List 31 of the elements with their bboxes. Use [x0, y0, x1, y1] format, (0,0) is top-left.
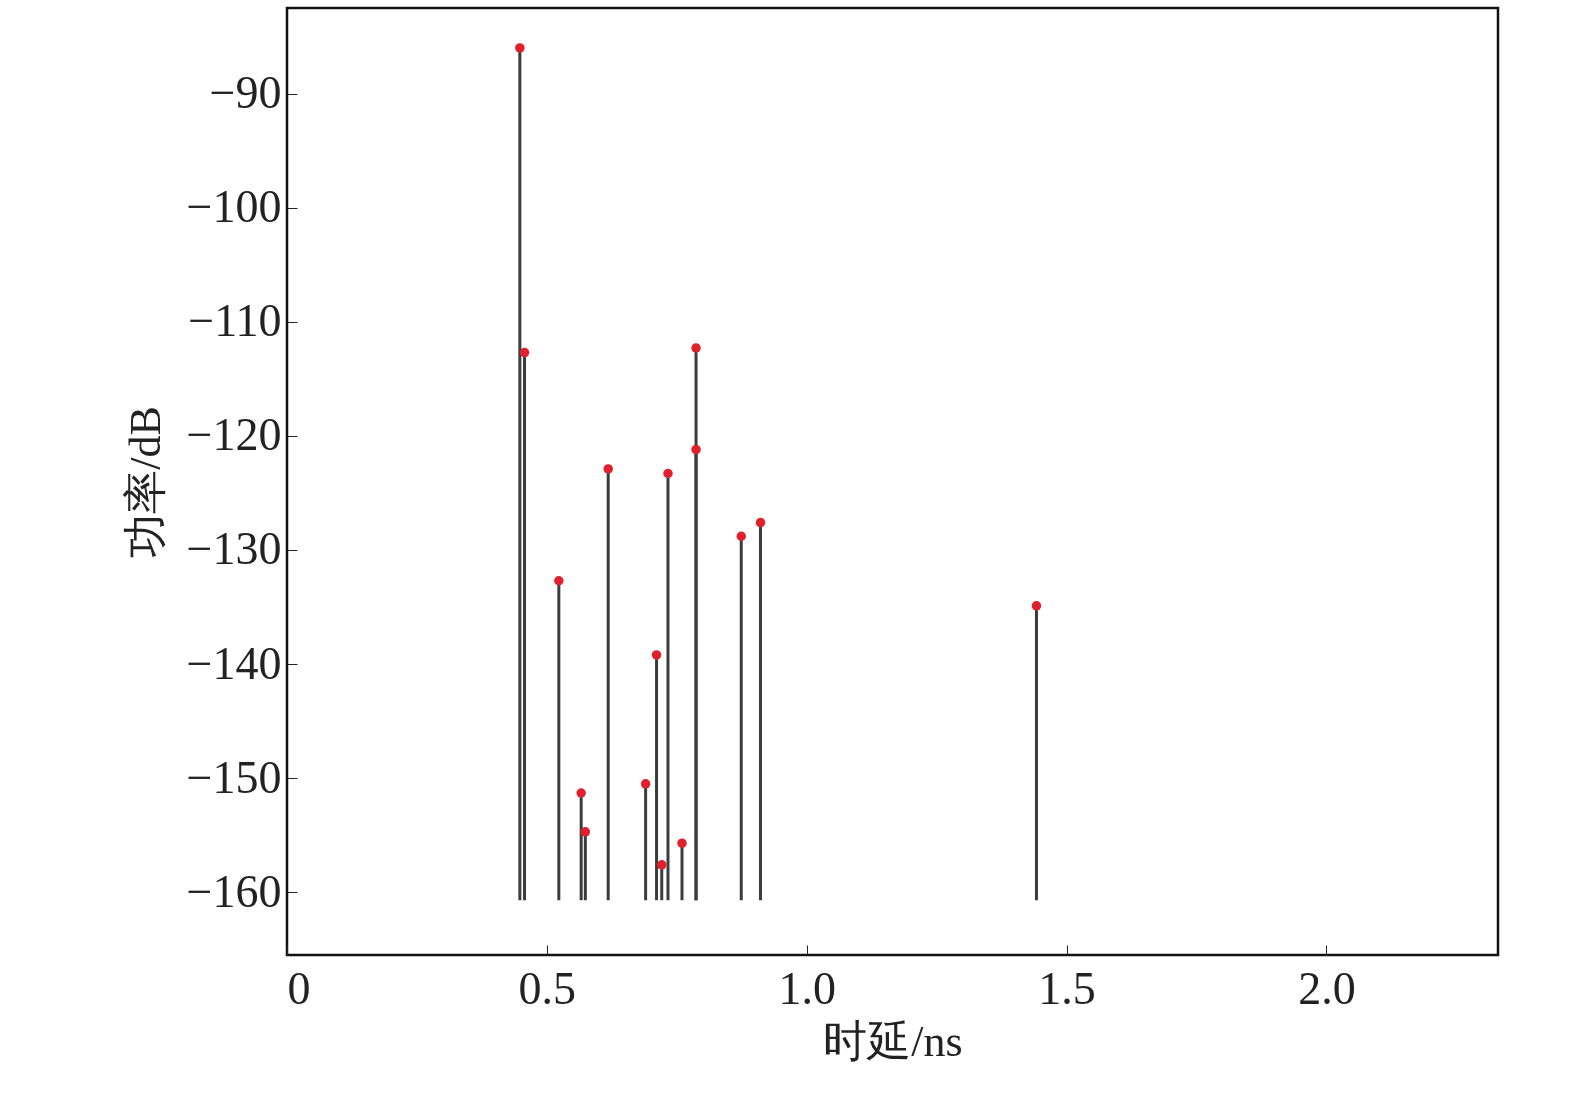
point	[755, 517, 766, 528]
point	[515, 43, 525, 53]
point	[580, 827, 591, 837]
point	[677, 838, 687, 848]
point	[663, 468, 673, 479]
point	[554, 576, 564, 586]
y-tick-label: −150	[186, 751, 282, 803]
point	[576, 788, 586, 798]
point	[651, 650, 662, 660]
y-tick-label: −110	[188, 295, 282, 347]
x-axis-title: 时延/ns	[823, 1016, 963, 1066]
point	[519, 347, 530, 358]
x-tick-label: 1.5	[1038, 962, 1096, 1014]
point	[603, 464, 613, 474]
point	[736, 531, 746, 541]
point	[640, 779, 651, 789]
x-tick-label: 2.0	[1298, 962, 1356, 1014]
y-tick-label: −140	[186, 637, 282, 689]
y-axis-title: 功率/dB	[120, 406, 170, 558]
y-tick-label: −90	[209, 67, 282, 119]
x-tick-label: 0.5	[518, 962, 577, 1014]
x-tick-label: 0	[287, 962, 311, 1014]
point	[691, 444, 701, 455]
y-tick-label: −160	[186, 865, 282, 917]
point	[691, 343, 701, 353]
y-tick-label: −130	[186, 523, 282, 575]
y-tick-label: −120	[186, 409, 282, 461]
point	[1031, 601, 1042, 611]
x-tick-label: 1.0	[778, 962, 836, 1014]
point	[656, 860, 667, 870]
y-tick-label: −100	[186, 181, 282, 233]
